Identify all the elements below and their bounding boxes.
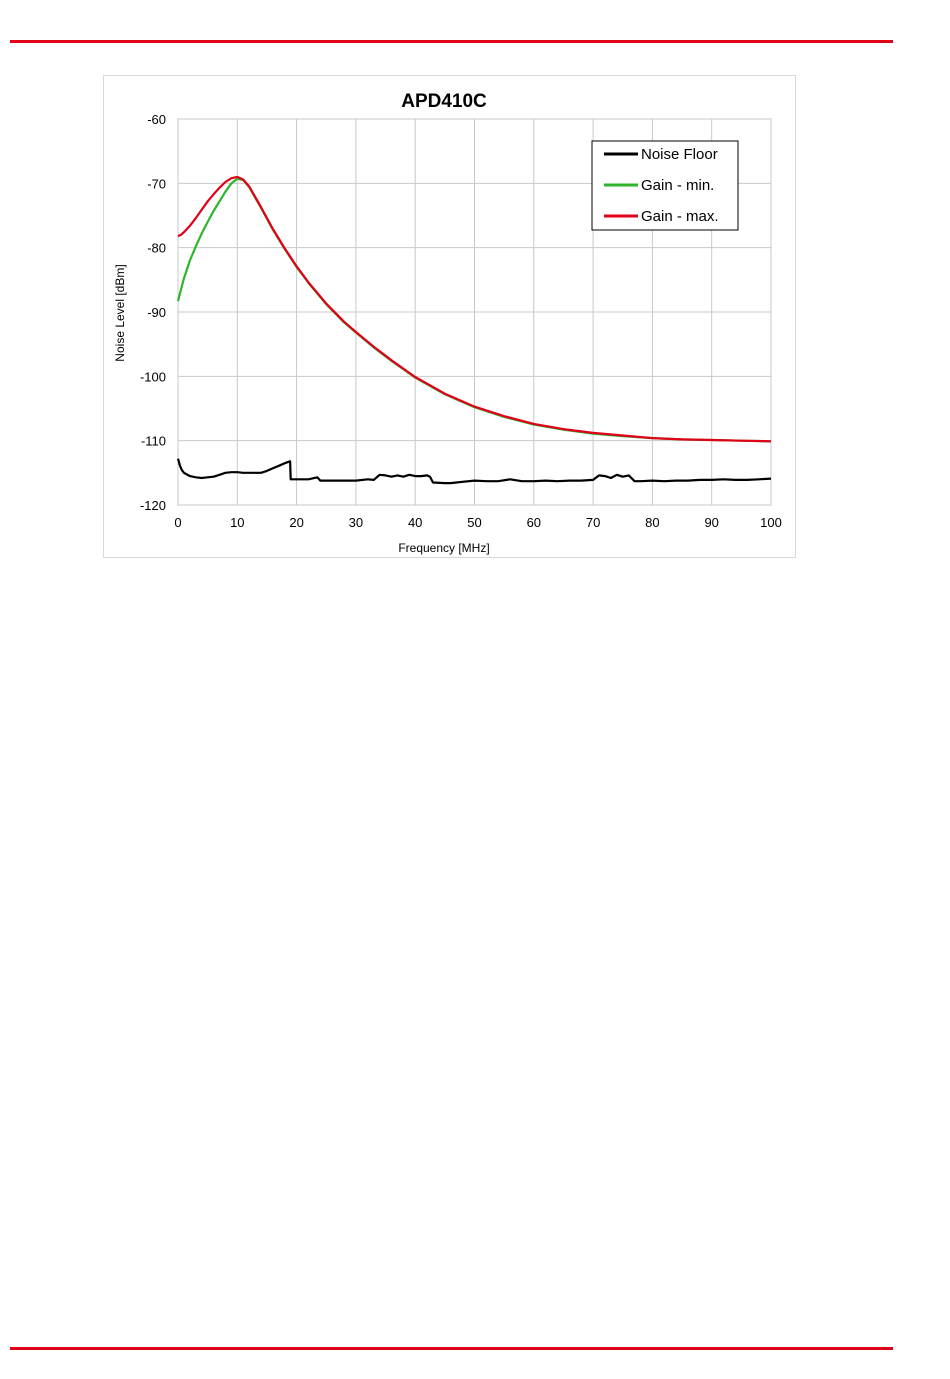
y-tick-label-3: -90 (147, 305, 166, 320)
series-line-2 (177, 175, 772, 443)
x-tick-label-1: 10 (230, 515, 244, 530)
x-tick-label-6: 60 (527, 515, 541, 530)
x-tick-label-7: 70 (586, 515, 600, 530)
series-lines (176, 175, 772, 485)
series-line-0 (176, 458, 772, 485)
y-tick-label-5: -110 (141, 434, 166, 449)
footer-rule (10, 1347, 893, 1350)
legend: Noise Floor Gain - min. Gain - max. (591, 140, 739, 231)
legend-label-1: Gain - min. (641, 177, 714, 194)
x-tick-label-9: 90 (704, 515, 718, 530)
x-tick-labels: 0 10 20 30 40 50 60 70 80 90 100 (174, 515, 781, 530)
x-tick-label-3: 30 (349, 515, 363, 530)
x-tick-label-8: 80 (645, 515, 659, 530)
chart-svg: APD410C -60 -70 -80 -90 -100 -110 -120 0 10 20 30… (113, 91, 782, 555)
x-tick-label-0: 0 (174, 515, 181, 530)
x-tick-label-4: 40 (408, 515, 422, 530)
y-tick-label-6: -120 (140, 498, 166, 513)
y-axis-label: Noise Level [dBm] (113, 264, 127, 361)
y-tick-label-2: -80 (147, 241, 166, 256)
chart-frame: APD410C -60 -70 -80 -90 -100 -110 -120 0 10 20 30… (103, 75, 796, 558)
legend-label-2: Gain - max. (641, 208, 719, 225)
legend-items: Noise Floor Gain - min. Gain - max. (604, 146, 719, 225)
chart-title: APD410C (401, 91, 487, 112)
y-tick-label-0: -60 (147, 112, 166, 127)
x-tick-label-10: 100 (760, 515, 782, 530)
x-tick-label-5: 50 (467, 515, 481, 530)
header-rule (10, 40, 893, 43)
x-axis-label: Frequency [MHz] (398, 541, 489, 555)
legend-label-0: Noise Floor (641, 146, 718, 163)
x-tick-label-2: 20 (289, 515, 303, 530)
y-tick-labels: -60 -70 -80 -90 -100 -110 -120 (140, 112, 166, 513)
y-tick-label-1: -70 (147, 176, 166, 191)
y-tick-label-4: -100 (140, 369, 166, 384)
